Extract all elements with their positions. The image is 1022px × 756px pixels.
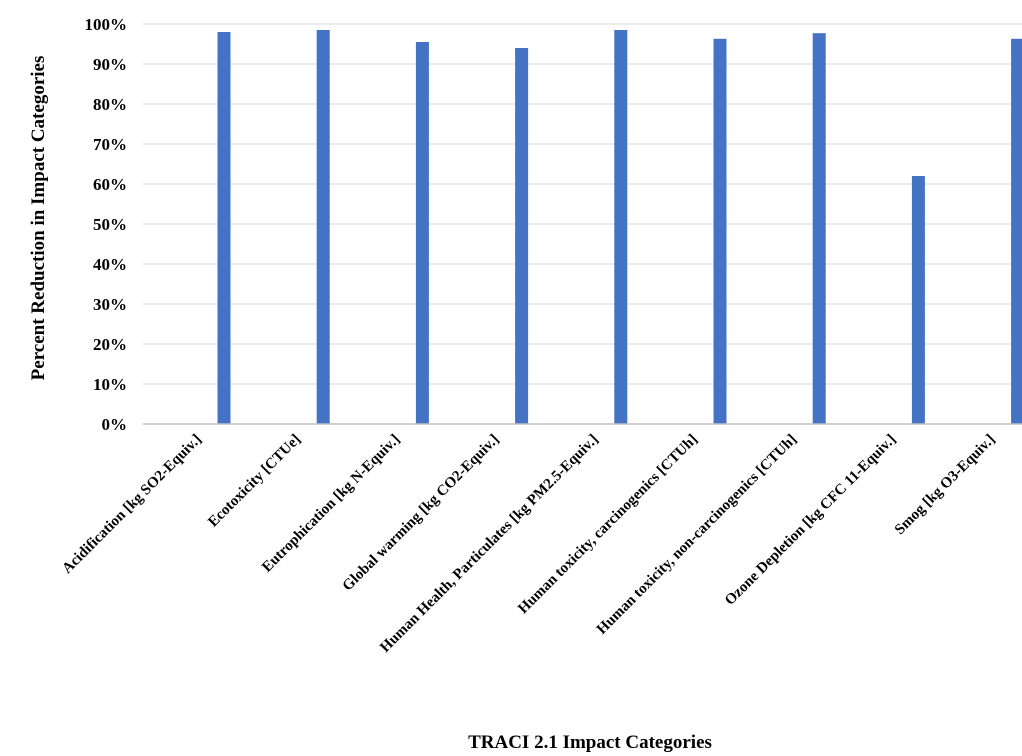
x-axis-ticks: Acidification [kg SO2-Equiv.] Ecotoxicity… bbox=[59, 432, 998, 656]
bar bbox=[812, 33, 826, 424]
x-axis-title: TRACI 2.1 Impact Categories bbox=[468, 732, 712, 753]
y-tick-label: 60% bbox=[93, 175, 127, 194]
x-tick-label: Human toxicity, non-carcinogenics [CTUh] bbox=[594, 432, 800, 638]
bar bbox=[217, 32, 231, 424]
y-tick-label: 10% bbox=[93, 375, 127, 394]
x-tick-label: Ozone Depletion [kg CFC 11-Equiv.] bbox=[722, 432, 899, 609]
gridlines bbox=[143, 23, 1022, 385]
bar bbox=[713, 38, 727, 425]
x-tick-label: Global warming [kg CO2-Equiv.] bbox=[340, 432, 503, 595]
y-tick-label: 50% bbox=[93, 215, 127, 234]
bar bbox=[1011, 38, 1022, 425]
x-tick-label: Human Health, Particulates [kg PM2.5-Equ… bbox=[377, 432, 601, 656]
bars bbox=[217, 30, 1022, 425]
x-tick-label: Ecotoxicity [CTUe] bbox=[205, 432, 304, 531]
y-axis-title: Percent Reduction in Impact Categories bbox=[28, 56, 49, 381]
y-tick-label: 90% bbox=[93, 55, 127, 74]
x-tick-label: Smog [kg O3-Equiv.] bbox=[892, 432, 999, 539]
bar bbox=[316, 30, 330, 424]
bar bbox=[515, 48, 529, 424]
y-tick-label: 0% bbox=[102, 415, 128, 434]
x-tick-label: Acidification [kg SO2-Equiv.] bbox=[59, 432, 204, 577]
y-tick-label: 100% bbox=[85, 15, 128, 34]
y-axis-ticks: 0% 10% 20% 30% 40% 50% 60% 70% 80% 90% 100% bbox=[85, 15, 128, 434]
y-tick-label: 40% bbox=[93, 255, 127, 274]
y-tick-label: 30% bbox=[93, 295, 127, 314]
x-tick-label: Human toxicity, carcinogenics [CTUh] bbox=[515, 432, 701, 618]
y-tick-label: 20% bbox=[93, 335, 127, 354]
bar bbox=[415, 42, 429, 424]
bar bbox=[614, 30, 628, 424]
bar bbox=[911, 176, 925, 424]
y-tick-label: 70% bbox=[93, 135, 127, 154]
y-tick-label: 80% bbox=[93, 95, 127, 114]
